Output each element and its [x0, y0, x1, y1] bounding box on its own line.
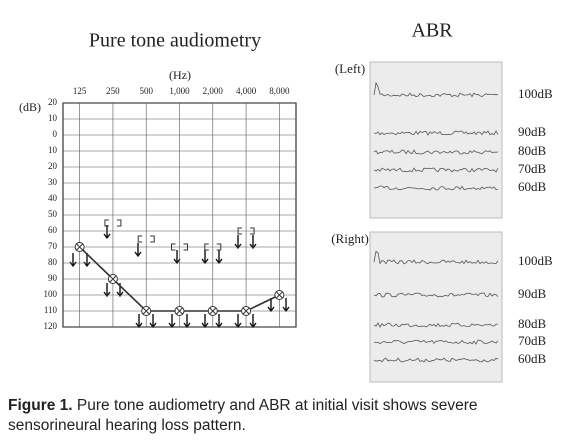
- x-tick-label: 8,000: [269, 86, 290, 96]
- marker-x: [76, 243, 83, 251]
- x-tick-label: 2,000: [203, 86, 224, 96]
- x-tick-label: 500: [139, 86, 153, 96]
- abr-trace: [373, 130, 499, 136]
- x-tick-label: 4,000: [236, 86, 257, 96]
- abr-trace: [373, 250, 499, 265]
- bone-conduction-marker: [137, 235, 155, 243]
- abr-trace: [373, 322, 499, 328]
- marker-x: [209, 307, 217, 315]
- abr-level-label: 100dB: [518, 86, 553, 101]
- marker-x: [142, 307, 150, 315]
- marker-x: [242, 307, 250, 315]
- marker-x: [109, 275, 117, 283]
- abr-trace: [373, 167, 499, 173]
- x-tick-label: 1,000: [169, 86, 190, 96]
- y-tick-label: 60: [48, 225, 58, 235]
- y-tick-label: 20: [48, 97, 58, 107]
- y-tick-label: 80: [48, 257, 58, 267]
- abr-level-label: 80dB: [518, 143, 547, 158]
- y-tick-label: 30: [48, 177, 58, 187]
- abr-trace: [373, 185, 499, 191]
- abr-level-label: 100dB: [518, 253, 553, 268]
- abr-trace: [373, 149, 499, 155]
- abr-level-label: 70dB: [518, 333, 547, 348]
- y-tick-label: 20: [48, 161, 58, 171]
- abr-level-label: 80dB: [518, 316, 547, 331]
- abr-panel: [369, 61, 503, 219]
- air-conduction-marker: [107, 274, 118, 284]
- figure-graphics: Pure tone audiometry (Hz) (dB) ABR 20100…: [19, 20, 553, 383]
- bone-conduction-marker: [104, 219, 122, 227]
- bone-conduction-marker: [204, 243, 222, 251]
- x-unit: (Hz): [169, 68, 191, 82]
- abr-title: ABR: [411, 20, 453, 42]
- abr-level-label: 90dB: [518, 286, 547, 301]
- abr-trace: [373, 357, 499, 363]
- y-tick-label: 40: [48, 193, 58, 203]
- air-conduction-marker: [141, 306, 152, 316]
- air-conduction-marker: [274, 290, 285, 300]
- marker-x: [276, 291, 283, 299]
- x-tick-label: 125: [73, 86, 87, 96]
- audiogram-title: Pure tone audiometry: [89, 30, 261, 52]
- arrow: [103, 225, 124, 298]
- y-tick-label: 110: [44, 305, 58, 315]
- y-tick-label: 10: [48, 113, 58, 123]
- abr-level-label: 60dB: [518, 179, 547, 194]
- abr-level-label: 60dB: [518, 351, 547, 366]
- y-tick-label: 90: [48, 273, 58, 283]
- air-conduction-marker: [241, 306, 252, 316]
- y-tick-label: 70: [48, 241, 58, 251]
- y-tick-label: 100: [44, 289, 58, 299]
- air-conduction-marker: [174, 306, 185, 316]
- y-tick-label: 120: [44, 321, 58, 331]
- air-conduction-marker: [74, 242, 85, 252]
- y-tick-label: 0: [53, 129, 58, 139]
- abr-trace: [373, 81, 499, 98]
- y-unit: (dB): [19, 100, 41, 114]
- abr-trace: [373, 339, 499, 345]
- x-tick-label: 250: [106, 86, 120, 96]
- abr-panel-label: (Left): [335, 61, 365, 76]
- abr-panel-label: (Right): [331, 231, 369, 246]
- abr-panel: [369, 231, 503, 383]
- y-tick-label: 10: [48, 145, 58, 155]
- marker-x: [176, 307, 183, 315]
- caption-text: Pure tone audiometry and ABR at initial …: [8, 397, 478, 434]
- air-conduction-marker: [207, 306, 218, 316]
- y-tick-label: 50: [48, 209, 58, 219]
- abr-level-label: 90dB: [518, 124, 547, 139]
- bone-conduction-marker: [237, 227, 255, 235]
- abr-trace: [373, 292, 499, 298]
- arrow: [267, 298, 290, 313]
- caption: Figure 1. Pure tone audiometry and ABR a…: [8, 396, 573, 436]
- caption-label: Figure 1.: [8, 397, 73, 414]
- arrow: [69, 253, 91, 268]
- bone-conduction-marker: [171, 243, 188, 251]
- abr-level-label: 70dB: [518, 161, 547, 176]
